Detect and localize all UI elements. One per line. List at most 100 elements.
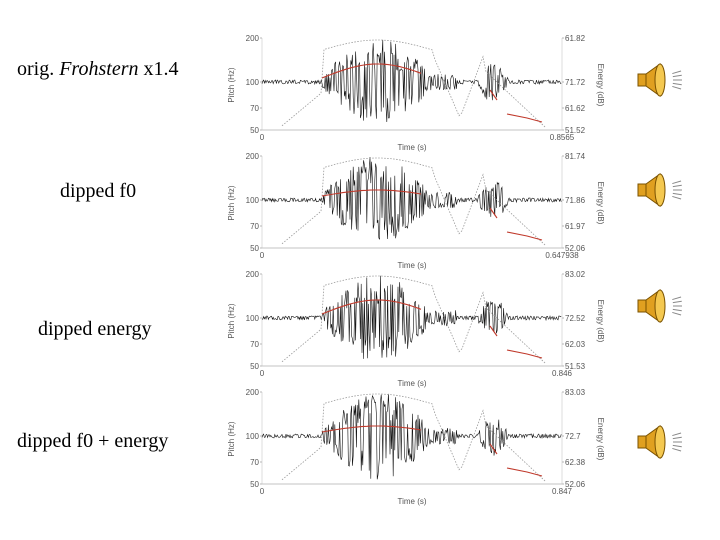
speaker-icon[interactable] xyxy=(630,168,686,212)
panel-svg: Pitch (Hz) Energy (dB) 200 100 70 50 83.02 72.5… xyxy=(227,270,605,388)
speaker-body xyxy=(637,435,647,449)
row-label-pre: dipped f0 + energy xyxy=(17,430,169,452)
energy-tick-label: 51.52 xyxy=(565,126,586,135)
row-label-dipped-energy: dipped energy xyxy=(38,318,152,341)
x-end-label: 0.847 xyxy=(552,487,573,496)
pitch-tick-label: 70 xyxy=(250,222,259,231)
speaker-icon-svg xyxy=(637,289,682,323)
pitch-tick-label: 100 xyxy=(246,432,260,441)
energy-tick-label: 72.52 xyxy=(565,314,586,323)
pitch-contour-segment xyxy=(489,89,498,101)
sound-wave-line xyxy=(672,180,682,185)
pitch-tick-label: 70 xyxy=(250,340,259,349)
waveform xyxy=(261,393,562,480)
row-label-italic: Frohstern xyxy=(59,58,139,80)
sound-wave-line xyxy=(672,74,682,78)
sound-wave-line xyxy=(672,192,682,196)
pitch-tick-label: 50 xyxy=(250,480,259,489)
pitch-contour xyxy=(321,189,422,197)
speaker-rim xyxy=(654,425,666,459)
energy-tick-label: 61.97 xyxy=(565,222,586,231)
speaker-icon[interactable] xyxy=(630,58,686,102)
speaker-rim xyxy=(654,173,666,207)
panel-svg: Pitch (Hz) Energy (dB) 200 100 70 50 81.74 71.8… xyxy=(227,152,605,270)
pitch-axis-title: Pitch (Hz) xyxy=(227,303,236,338)
pitch-tick-label: 200 xyxy=(246,152,260,161)
sound-wave-line xyxy=(672,311,682,316)
spectro-panel-1: Pitch (Hz) Energy (dB) 200 100 70 50 81.74 71.8… xyxy=(212,148,612,274)
sound-wave-line xyxy=(672,195,682,200)
x-axis-title: Time (s) xyxy=(397,379,426,388)
speaker-icon[interactable] xyxy=(630,284,686,328)
x-axis-title: Time (s) xyxy=(397,497,426,506)
pitch-tick-label: 50 xyxy=(250,362,259,371)
energy-contour xyxy=(281,157,547,247)
speaker-icon[interactable] xyxy=(630,420,686,464)
energy-tick-label: 71.72 xyxy=(565,78,586,87)
speaker-icon-svg xyxy=(637,63,682,97)
spectro-panel-0: Pitch (Hz) Energy (dB) 200 100 70 50 61.82 71.7… xyxy=(212,30,612,156)
energy-tick-label: 71.86 xyxy=(565,196,586,205)
sound-wave-line xyxy=(672,436,682,440)
energy-axis-title: Energy (dB) xyxy=(596,64,605,107)
spectro-panel-2: Pitch (Hz) Energy (dB) 200 100 70 50 83.02 72.5… xyxy=(212,266,612,392)
speaker-icon-svg xyxy=(637,425,682,459)
pitch-tick-label: 200 xyxy=(246,270,260,279)
sound-wave-line xyxy=(672,444,682,448)
waveform xyxy=(261,39,562,123)
sound-wave-line xyxy=(672,300,682,304)
row-label-dipped-f0-energy: dipped f0 + energy xyxy=(17,430,168,453)
row-label-orig: orig. Frohstern x1.4 xyxy=(17,58,178,81)
pitch-contour-segment xyxy=(489,443,498,455)
pitch-tick-label: 100 xyxy=(246,196,260,205)
energy-axis-title: Energy (dB) xyxy=(596,182,605,225)
sound-wave-line xyxy=(672,85,682,90)
x-axis-title: Time (s) xyxy=(397,261,426,270)
pitch-contour xyxy=(321,299,422,315)
energy-contour xyxy=(281,275,547,365)
pitch-tick-label: 100 xyxy=(246,78,260,87)
pitch-axis-title: Pitch (Hz) xyxy=(227,421,236,456)
energy-tick-label: 52.06 xyxy=(565,244,586,253)
speaker-body xyxy=(637,183,647,197)
energy-tick-label: 61.82 xyxy=(565,34,586,43)
sound-wave-line xyxy=(672,82,682,86)
energy-axis-title: Energy (dB) xyxy=(596,300,605,343)
pitch-axis-title: Pitch (Hz) xyxy=(227,185,236,220)
x-end-label: 0.8565 xyxy=(550,133,575,142)
pitch-contour xyxy=(321,425,422,433)
pitch-contour-tail xyxy=(506,231,543,241)
energy-tick-label: 83.02 xyxy=(565,270,586,279)
sound-wave-line xyxy=(672,308,682,312)
x-start-label: 0 xyxy=(260,487,265,496)
pitch-contour-tail xyxy=(506,467,543,477)
pitch-tick-label: 70 xyxy=(250,104,259,113)
row-label-post: x1.4 xyxy=(138,58,179,80)
energy-tick-label: 52.06 xyxy=(565,480,586,489)
x-start-label: 0 xyxy=(260,369,265,378)
energy-contour xyxy=(281,39,547,129)
panel-svg: Pitch (Hz) Energy (dB) 200 100 70 50 83.03 72.7… xyxy=(227,388,605,506)
x-end-label: 0.846 xyxy=(552,369,573,378)
energy-tick-label: 62.38 xyxy=(565,458,586,467)
energy-tick-label: 81.74 xyxy=(565,152,586,161)
x-axis-title: Time (s) xyxy=(397,143,426,152)
sound-wave-line xyxy=(672,184,682,188)
pitch-contour-segment xyxy=(489,207,498,219)
pitch-contour xyxy=(321,63,422,79)
speaker-icon-svg xyxy=(637,173,682,207)
pitch-tick-label: 100 xyxy=(246,314,260,323)
pitch-tick-label: 70 xyxy=(250,458,259,467)
sound-wave-line xyxy=(672,432,682,437)
pitch-tick-label: 50 xyxy=(250,126,259,135)
speaker-body xyxy=(637,73,647,87)
panel-svg: Pitch (Hz) Energy (dB) 200 100 70 50 61.82 71.7… xyxy=(227,34,605,152)
speaker-rim xyxy=(654,289,666,323)
row-label-pre: orig. xyxy=(17,58,60,80)
spectro-panel-3: Pitch (Hz) Energy (dB) 200 100 70 50 83.03 72.7… xyxy=(212,384,612,510)
energy-tick-label: 62.03 xyxy=(565,340,586,349)
x-start-label: 0 xyxy=(260,133,265,142)
energy-tick-label: 51.53 xyxy=(565,362,586,371)
pitch-contour-segment xyxy=(489,325,498,337)
energy-tick-label: 72.7 xyxy=(565,432,581,441)
